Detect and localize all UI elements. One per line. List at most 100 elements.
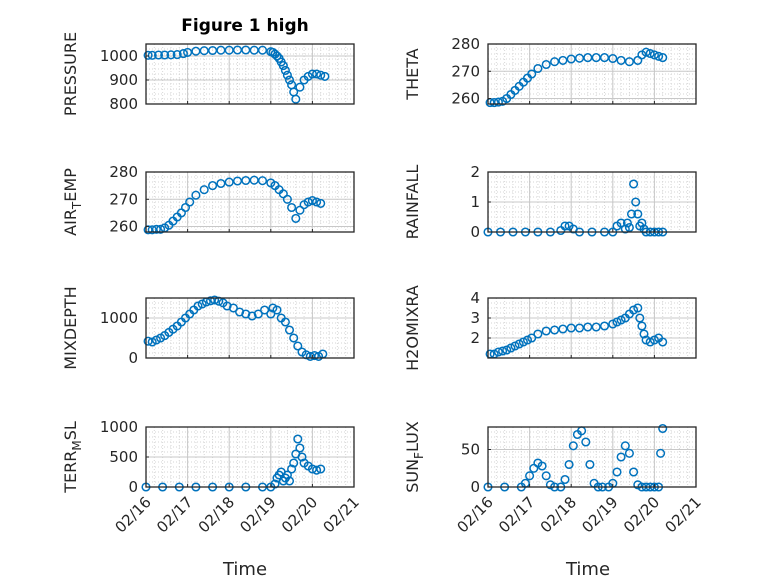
data-point bbox=[284, 75, 295, 85]
x-tick-label: 02/19 bbox=[578, 493, 621, 536]
x-tick-label: 02/17 bbox=[495, 493, 538, 536]
data-series bbox=[485, 303, 668, 359]
subplot-rainfall: 0 1 2 RAINFALL bbox=[403, 163, 697, 241]
minor-grid bbox=[487, 44, 697, 104]
data-point bbox=[493, 97, 503, 107]
data-point bbox=[282, 470, 292, 480]
data-series bbox=[143, 175, 326, 235]
data-point bbox=[566, 54, 576, 64]
data-point bbox=[637, 218, 647, 228]
data-point bbox=[257, 176, 268, 186]
data-point bbox=[257, 45, 268, 55]
y-tick-label: 270 bbox=[109, 190, 138, 208]
data-point bbox=[631, 197, 641, 207]
data-series bbox=[143, 45, 330, 104]
data-point bbox=[641, 47, 651, 57]
y-tick-label: 1000 bbox=[100, 47, 138, 65]
data-point bbox=[645, 48, 655, 59]
data-point bbox=[629, 179, 639, 189]
subplot-h2omixra: 2 3 4 H2OMIXRA bbox=[403, 285, 697, 371]
data-point bbox=[558, 55, 568, 65]
data-series bbox=[143, 295, 328, 361]
data-point bbox=[303, 197, 313, 207]
x-tick-label: 02/21 bbox=[662, 493, 705, 536]
data-point bbox=[266, 309, 276, 319]
data-point bbox=[633, 209, 643, 219]
data-point bbox=[316, 464, 326, 474]
data-point bbox=[307, 196, 317, 206]
data-point bbox=[147, 50, 157, 60]
y-tick-label: 270 bbox=[451, 62, 480, 80]
data-point bbox=[550, 325, 560, 335]
data-point bbox=[541, 471, 551, 481]
data-point bbox=[658, 53, 668, 63]
subplot-air-temp: 260 270 280 AIRTEMP bbox=[61, 163, 355, 236]
data-point bbox=[608, 319, 618, 329]
data-point bbox=[574, 53, 585, 63]
x-tick-label: 02/16 bbox=[454, 493, 497, 536]
y-tick-label: 1000 bbox=[100, 309, 138, 327]
x-tick-label: 02/19 bbox=[236, 493, 279, 536]
data-point bbox=[143, 336, 153, 346]
data-point bbox=[616, 315, 626, 325]
y-tick-label: 800 bbox=[109, 95, 138, 113]
data-point bbox=[502, 345, 512, 355]
data-point bbox=[624, 57, 634, 67]
data-point bbox=[658, 337, 668, 347]
data-point bbox=[560, 474, 570, 485]
figure-title: Figure 1 high bbox=[181, 16, 309, 36]
y-tick-label: 4 bbox=[470, 289, 480, 307]
data-point bbox=[247, 311, 257, 321]
data-point bbox=[527, 333, 537, 343]
axes-box bbox=[145, 43, 355, 105]
y-tick-label: 260 bbox=[109, 218, 138, 236]
y-tick-label: 0 bbox=[470, 478, 480, 496]
data-point bbox=[533, 329, 543, 339]
data-point bbox=[654, 51, 664, 61]
data-point bbox=[284, 476, 295, 486]
data-point bbox=[622, 218, 632, 228]
data-point bbox=[282, 194, 292, 204]
data-point bbox=[645, 337, 655, 347]
data-point bbox=[599, 321, 610, 331]
data-point bbox=[156, 224, 166, 234]
data-series bbox=[485, 47, 668, 108]
data-point bbox=[309, 351, 320, 361]
data-point bbox=[293, 434, 303, 444]
data-point bbox=[295, 443, 305, 453]
data-point bbox=[620, 441, 630, 451]
data-point bbox=[143, 50, 153, 60]
data-point bbox=[522, 335, 533, 345]
y-tick-label: 50 bbox=[461, 441, 480, 459]
data-point bbox=[193, 301, 203, 311]
data-point bbox=[629, 305, 639, 315]
data-point bbox=[649, 50, 659, 60]
data-point bbox=[624, 222, 634, 233]
data-point bbox=[591, 53, 601, 63]
data-point bbox=[241, 45, 251, 55]
x-axis-label-left: Time bbox=[222, 559, 267, 580]
data-point bbox=[284, 325, 295, 335]
data-point bbox=[312, 197, 322, 207]
data-point bbox=[527, 69, 537, 79]
data-point bbox=[210, 295, 220, 305]
y-tick-label: 2 bbox=[470, 329, 480, 347]
data-point bbox=[287, 80, 297, 90]
data-point bbox=[574, 323, 585, 333]
data-point bbox=[514, 339, 524, 349]
data-point bbox=[316, 70, 326, 80]
data-point bbox=[293, 341, 303, 351]
data-point bbox=[639, 329, 649, 339]
y-axis-label: THETA bbox=[403, 48, 422, 100]
data-point bbox=[510, 341, 520, 351]
data-point bbox=[287, 202, 297, 213]
data-point bbox=[637, 321, 647, 331]
x-tick-label: 02/18 bbox=[537, 493, 580, 536]
data-point bbox=[591, 322, 601, 332]
data-point bbox=[280, 65, 290, 75]
data-point bbox=[153, 50, 164, 60]
data-point bbox=[493, 347, 503, 357]
data-point bbox=[656, 448, 666, 458]
